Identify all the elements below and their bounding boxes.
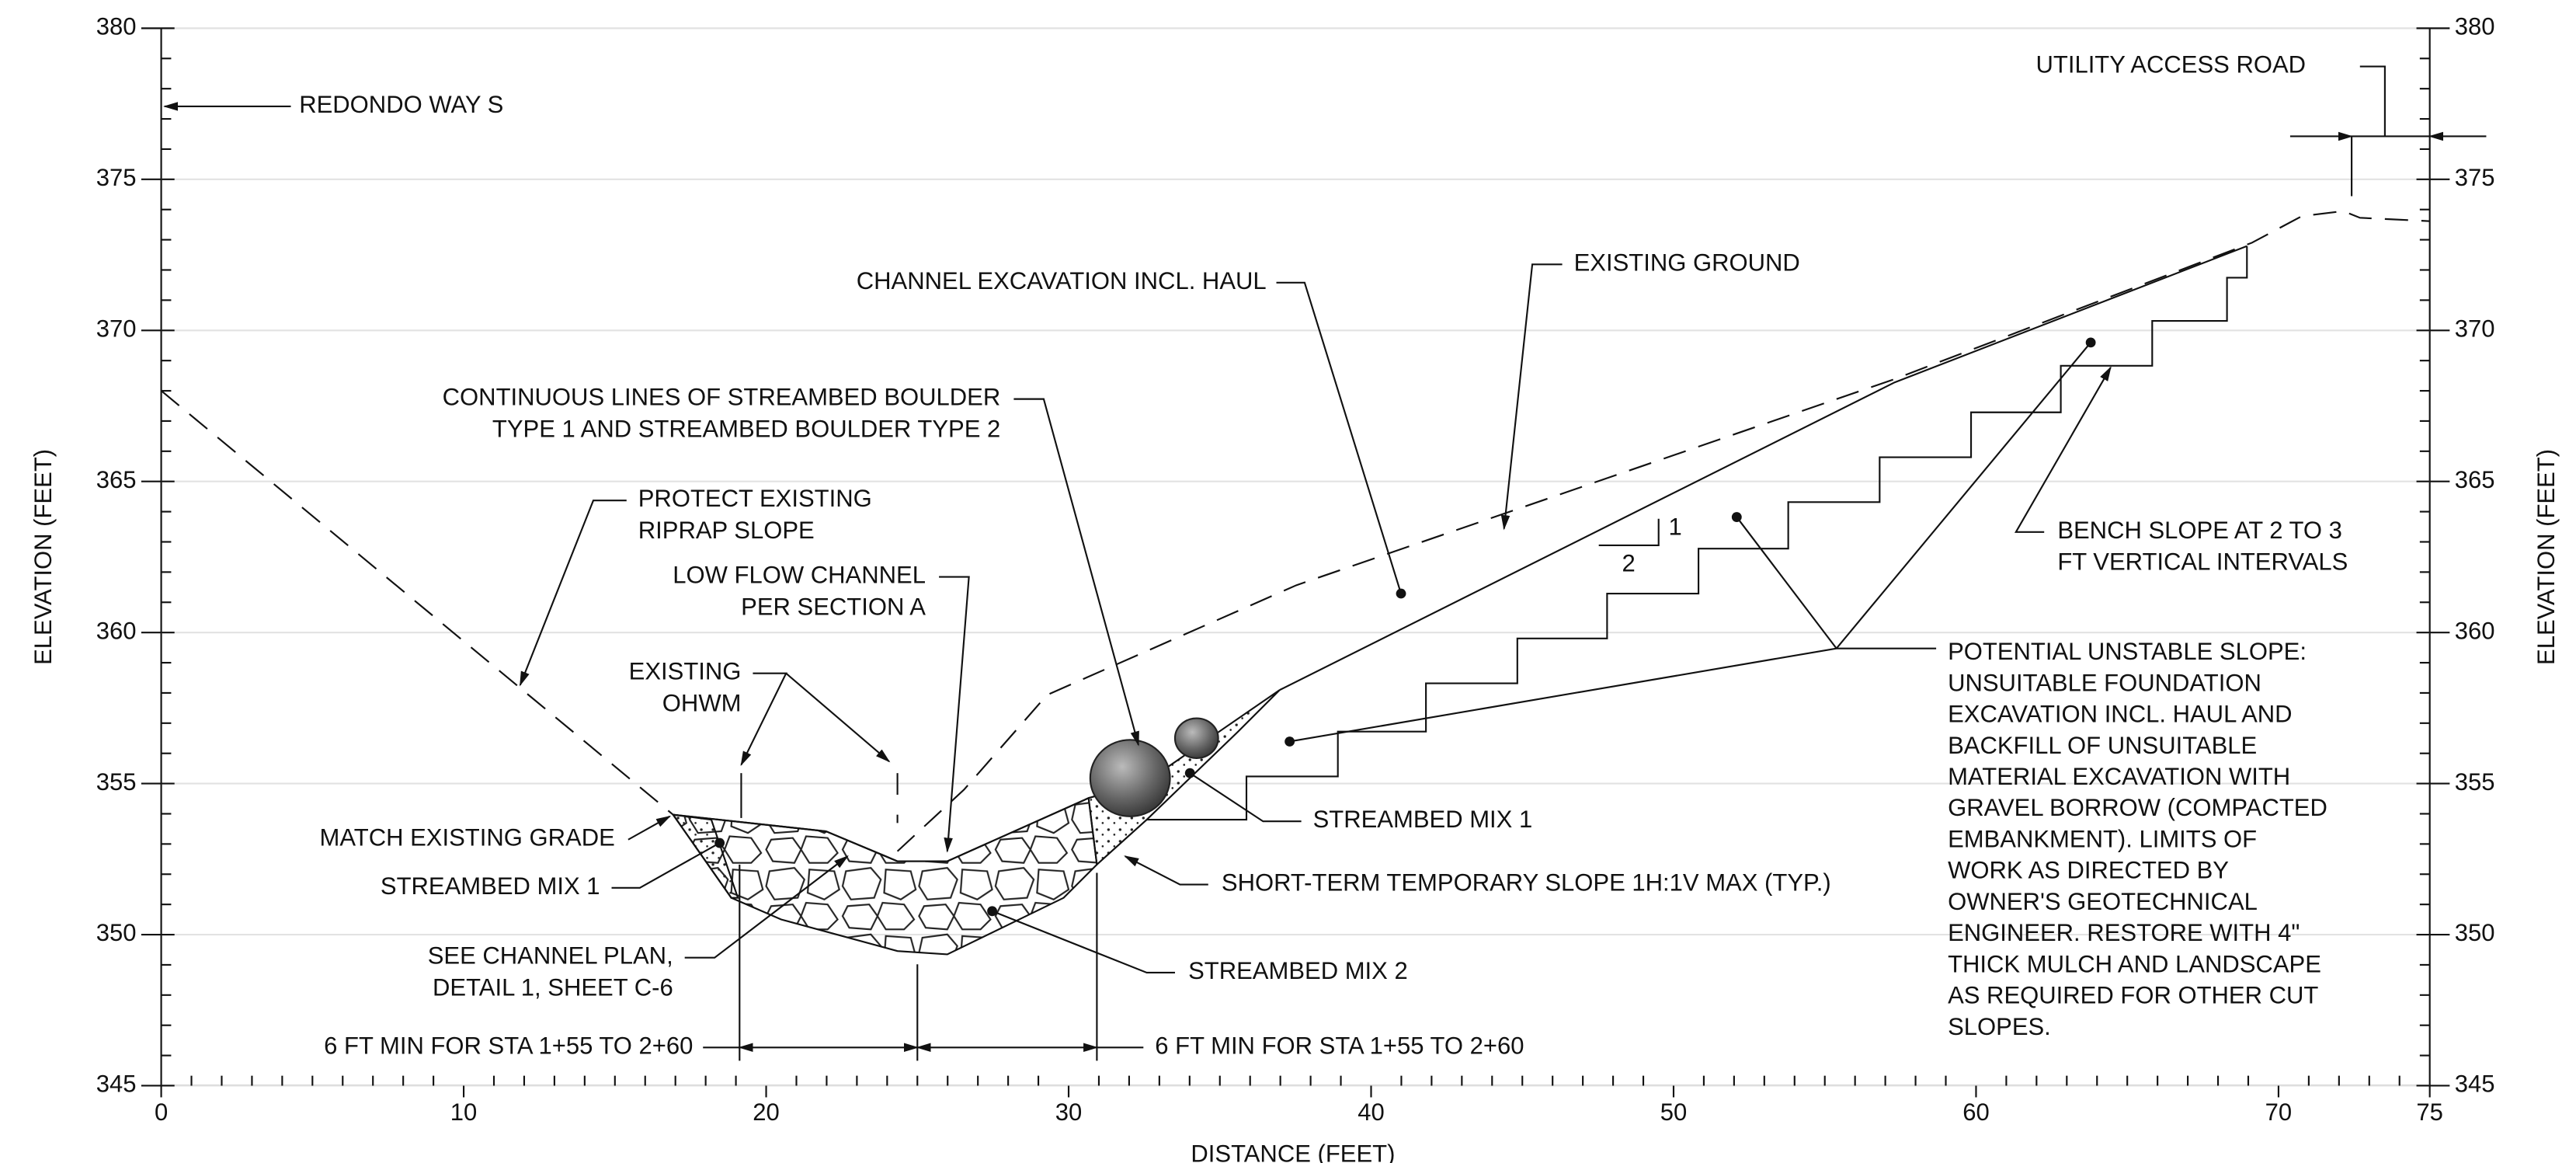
annotation-line: PER SECTION A	[741, 593, 926, 620]
annotation: EXISTING OHWM	[629, 658, 742, 717]
annotation-line: SLOPES.	[1948, 1013, 2051, 1040]
x-tick-label: 0	[155, 1099, 168, 1126]
annotation-line: SEE CHANNEL PLAN,	[428, 942, 673, 970]
annotation-line: EMBANKMENT). LIMITS OF	[1948, 826, 2257, 853]
annotation: REDONDO WAY S	[299, 91, 503, 118]
annotation-line: 6 FT MIN FOR STA 1+55 TO 2+60	[1155, 1032, 1524, 1059]
y-tick-label-right: 380	[2455, 13, 2495, 40]
y-axis-label: ELEVATION (FEET)	[30, 449, 57, 665]
annotation: EXISTING GROUND	[1574, 249, 1800, 276]
annotation-line: BENCH SLOPE AT 2 TO 3	[2057, 517, 2342, 544]
boulder	[1173, 717, 1219, 759]
annotation-line: FT VERTICAL INTERVALS	[2057, 548, 2348, 576]
x-axis-label: DISTANCE (FEET)	[1191, 1140, 1395, 1163]
annotation: SEE CHANNEL PLAN, DETAIL 1, SHEET C-6	[428, 942, 673, 1001]
y-tick-label-right: 345	[2455, 1071, 2495, 1098]
y-tick-label-right: 360	[2455, 617, 2495, 644]
x-tick-label: 75	[2416, 1099, 2442, 1126]
annotation-line: BACKFILL OF UNSUITABLE	[1948, 732, 2257, 759]
annotation-line: EXISTING GROUND	[1574, 249, 1800, 276]
annotation-line: WORK AS DIRECTED BY	[1948, 857, 2229, 884]
x-tick-label: 50	[1660, 1099, 1687, 1126]
annotation: BENCH SLOPE AT 2 TO 3 FT VERTICAL INTERVA…	[2057, 517, 2348, 576]
annotation: LOW FLOW CHANNEL PER SECTION A	[673, 562, 926, 621]
annotation: CONTINUOUS LINES OF STREAMBED BOULDER TYP…	[443, 384, 1001, 443]
annotation-line: STREAMBED MIX 1	[381, 872, 600, 900]
annotation: 2	[1622, 550, 1636, 577]
y-tick-label: 350	[96, 919, 137, 946]
annotation-line: 6 FT MIN FOR STA 1+55 TO 2+60	[324, 1032, 693, 1059]
y-tick-label: 365	[96, 466, 137, 493]
annotation-line: UNSUITABLE FOUNDATION	[1948, 669, 2261, 696]
annotation-line: UTILITY ACCESS ROAD	[2036, 51, 2307, 78]
existing-ground	[896, 210, 2430, 852]
boulder	[1089, 739, 1171, 817]
annotation-line: SHORT-TERM TEMPORARY SLOPE 1H:1V MAX (TY…	[1222, 869, 1831, 897]
existing-ground	[160, 390, 718, 823]
x-tick-label: 20	[753, 1099, 779, 1126]
annotation-line: OHWM	[662, 690, 742, 717]
annotation-line: MATERIAL EXCAVATION WITH	[1948, 763, 2290, 790]
annotation-line: TYPE 1 AND STREAMBED BOULDER TYPE 2	[492, 415, 1000, 442]
annotation-line: EXISTING	[629, 658, 742, 685]
annotation: SHORT-TERM TEMPORARY SLOPE 1H:1V MAX (TY…	[1222, 869, 1831, 897]
dimensions	[703, 131, 2487, 1061]
y-tick-label-right: 350	[2455, 919, 2495, 946]
y-axis-label-right: ELEVATION (FEET)	[2533, 449, 2560, 665]
annotation-line: 1	[1669, 514, 1682, 541]
y-tick-label: 380	[96, 13, 137, 40]
annotation-line: THICK MULCH AND LANDSCAPE	[1948, 951, 2321, 978]
annotation: STREAMBED MIX 1	[381, 872, 600, 900]
annotation: STREAMBED MIX 2	[1188, 957, 1408, 984]
annotation: PROTECT EXISTING RIPRAP SLOPE	[638, 485, 872, 544]
y-tick-label-right: 365	[2455, 466, 2495, 493]
annotation: MATCH EXISTING GRADE	[320, 824, 615, 851]
annotation-line: LOW FLOW CHANNEL	[673, 562, 926, 589]
annotation: 6 FT MIN FOR STA 1+55 TO 2+60	[1155, 1032, 1524, 1059]
annotation-line: REDONDO WAY S	[299, 91, 503, 118]
annotation-line: MATCH EXISTING GRADE	[320, 824, 615, 851]
x-tick-label: 30	[1055, 1099, 1082, 1126]
annotation-line: CONTINUOUS LINES OF STREAMBED BOULDER	[443, 384, 1001, 411]
annotation-line: CHANNEL EXCAVATION INCL. HAUL	[857, 267, 1267, 294]
annotation: UTILITY ACCESS ROAD	[2036, 51, 2307, 78]
annotation: STREAMBED MIX 1	[1313, 806, 1533, 833]
design-grade	[1279, 245, 2247, 691]
y-tick-label-right: 375	[2455, 164, 2495, 191]
annotation-line: POTENTIAL UNSTABLE SLOPE:	[1948, 638, 2307, 665]
annotation-line: RIPRAP SLOPE	[638, 517, 815, 544]
annotation-line: OWNER'S GEOTECHNICAL	[1948, 888, 2258, 915]
y-tick-label-right: 370	[2455, 315, 2495, 342]
y-tick-label: 370	[96, 315, 137, 342]
annotation-line: EXCAVATION INCL. HAUL AND	[1948, 701, 2292, 728]
x-tick-label: 70	[2265, 1099, 2292, 1126]
annotation-line: PROTECT EXISTING	[638, 485, 872, 512]
annotation: 1	[1669, 514, 1682, 541]
axes: DISTANCE (FEET) ELEVATION (FEET) ELEVATI…	[30, 13, 2560, 1163]
y-tick-label: 375	[96, 164, 137, 191]
y-tick-label-right: 355	[2455, 768, 2495, 796]
leaders	[162, 65, 2386, 974]
y-tick-label: 355	[96, 768, 137, 796]
annotation-line: 2	[1622, 550, 1636, 577]
y-tick-label: 345	[96, 1071, 137, 1098]
annotation: POTENTIAL UNSTABLE SLOPE: UNSUITABLE FOUN…	[1948, 638, 2327, 1040]
x-tick-label: 60	[1962, 1099, 1989, 1126]
annotation-line: GRAVEL BORROW (COMPACTED	[1948, 794, 2327, 821]
annotation: CHANNEL EXCAVATION INCL. HAUL	[857, 267, 1267, 294]
annotation-line: STREAMBED MIX 2	[1188, 957, 1408, 984]
x-tick-label: 10	[450, 1099, 477, 1126]
x-tick-label: 40	[1358, 1099, 1384, 1126]
annotation-line: DETAIL 1, SHEET C-6	[433, 974, 673, 1001]
annotation-line: ENGINEER. RESTORE WITH 4"	[1948, 919, 2300, 946]
annotation-line: AS REQUIRED FOR OTHER CUT	[1948, 982, 2318, 1009]
y-tick-label: 360	[96, 617, 137, 644]
bench-line	[1146, 245, 2248, 821]
annotation-line: STREAMBED MIX 1	[1313, 806, 1533, 833]
annotation: 6 FT MIN FOR STA 1+55 TO 2+60	[324, 1032, 693, 1059]
